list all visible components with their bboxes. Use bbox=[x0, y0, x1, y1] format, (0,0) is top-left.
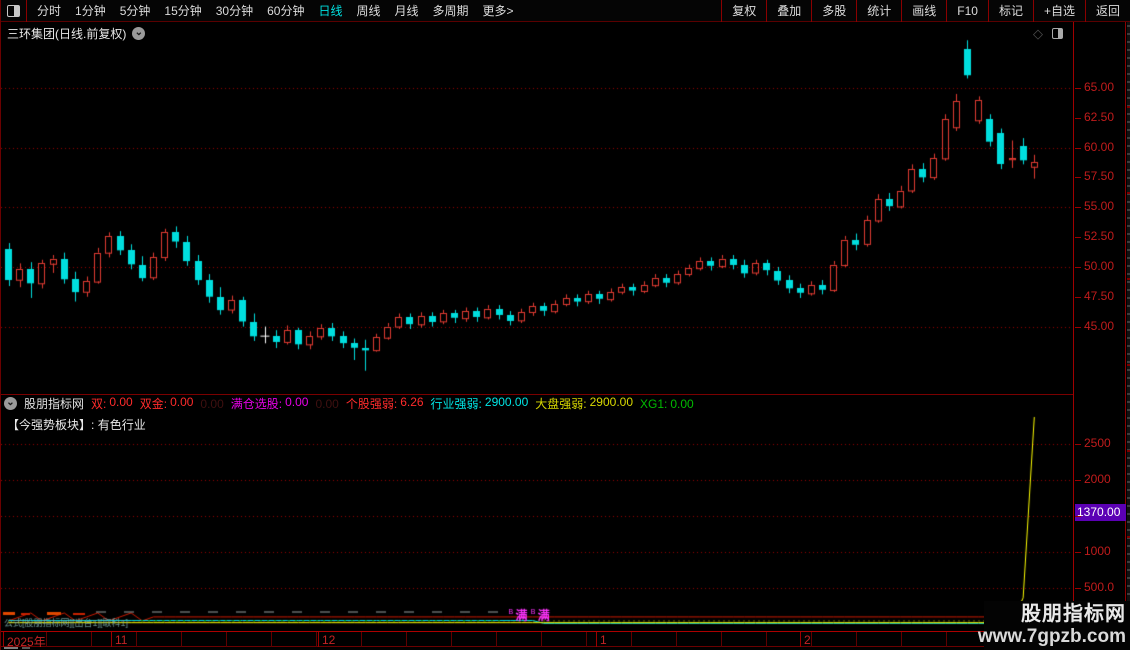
price-axis-label-3: 57.50 bbox=[1084, 169, 1115, 184]
ind-axis-label-2: 1000 bbox=[1084, 543, 1111, 558]
panel-separator bbox=[1, 394, 1126, 395]
toolbar-item-0[interactable]: 分时 bbox=[37, 4, 62, 18]
price-axis-label-0: 65.00 bbox=[1084, 80, 1115, 94]
toolbar-item-10[interactable]: 更多> bbox=[482, 4, 514, 18]
indicator-field-1: 双金: 0.00 bbox=[139, 395, 194, 411]
time-label-1: 11 bbox=[115, 633, 128, 647]
toolbar-tool-7[interactable]: +自选 bbox=[1032, 0, 1085, 22]
hot-sector-row: 【今强势板块】: 有色行业 bbox=[7, 416, 146, 433]
indicator-field-4: 0.00 bbox=[315, 396, 339, 411]
indicator-field-2: 0.00 bbox=[200, 396, 224, 411]
price-axis-label-8: 45.00 bbox=[1084, 318, 1115, 333]
toolbar-item-1[interactable]: 1分钟 bbox=[75, 4, 106, 18]
toolbar-item-3[interactable]: 15分钟 bbox=[164, 4, 202, 18]
strength-indicator-chart[interactable] bbox=[1, 410, 1073, 631]
watermark-url: www.7gpzb.com bbox=[977, 626, 1126, 647]
chevron-down-icon[interactable]: ⌄ bbox=[4, 397, 17, 410]
toolbar-item-8[interactable]: 月线 bbox=[394, 4, 419, 18]
time-label-4: 2 bbox=[804, 633, 811, 647]
toolbar-item-5[interactable]: 60分钟 bbox=[267, 4, 305, 18]
watermark-site-name: 股朋指标网 bbox=[1021, 603, 1126, 625]
window-layout-icon[interactable] bbox=[1, 0, 27, 22]
top-toolbar: 分时 1分钟 5分钟 15分钟 30分钟 60分钟 日线 周线 月线 多周期 更多> 复权 叠加 多股统… bbox=[1, 0, 1130, 22]
indicator-field-6: 行业强弱: 2900.00 bbox=[430, 395, 529, 411]
toolbar-tool-2[interactable]: 多股 bbox=[811, 0, 856, 22]
tool-menu: 复权 叠加 多股 统计 画线 F10 标记 +自选 返回 bbox=[721, 0, 1130, 22]
ind-axis-label-3: 500.0 bbox=[1084, 579, 1115, 594]
chevron-down-icon[interactable]: ⌄ bbox=[132, 27, 146, 40]
time-axis: 2025年 11 12 1 2 bbox=[1, 631, 1126, 649]
ind-axis-label-1: 2000 bbox=[1084, 471, 1111, 486]
toolbar-tool-6[interactable]: 标记 bbox=[987, 0, 1033, 22]
price-axis-label-1: 62.50 bbox=[1084, 109, 1115, 124]
bottom-status-strip bbox=[1, 647, 1130, 650]
current-value-tag: 1370.00 bbox=[1075, 504, 1126, 521]
time-label-0: 2025年 bbox=[7, 635, 46, 649]
price-axis-label-4: 55.00 bbox=[1084, 199, 1115, 214]
indicator-header: ⌄ 股朋指标网 双: 0.00 双金: 0.00 0.00 满仓选股: 0.00 0.00 个股… bbox=[4, 395, 694, 411]
toolbar-item-9[interactable]: 多周期 bbox=[432, 4, 469, 18]
toolbar-item-4[interactable]: 30分钟 bbox=[215, 4, 254, 18]
site-watermark: 股朋指标网 www.7gpzb.com bbox=[978, 601, 1130, 650]
ind-axis-label-0: 2500 bbox=[1084, 436, 1111, 450]
toolbar-tool-1[interactable]: 叠加 bbox=[766, 0, 811, 22]
hot-sector-value: 有色行业 bbox=[97, 418, 146, 432]
indicator-field-0: 双: 0.00 bbox=[91, 395, 133, 411]
indicator-field-7: 大盘强弱: 2900.00 bbox=[535, 395, 634, 411]
toolbar-tool-0[interactable]: 复权 bbox=[721, 0, 766, 22]
price-candlestick-chart[interactable] bbox=[1, 22, 1073, 394]
toolbar-tool-5[interactable]: F10 bbox=[946, 0, 988, 22]
toolbar-tool-3[interactable]: 统计 bbox=[856, 0, 901, 22]
split-pane-icon[interactable] bbox=[1052, 28, 1063, 39]
indicator-source-label: 股朋指标网 bbox=[24, 397, 85, 411]
toolbar-item-2[interactable]: 5分钟 bbox=[119, 4, 151, 18]
price-axis-label-5: 52.50 bbox=[1084, 229, 1115, 244]
indicator-field-3: 满仓选股: 0.00 bbox=[230, 395, 309, 411]
price-axis-label-2: 60.00 bbox=[1084, 139, 1115, 154]
toolbar-tool-4[interactable]: 画线 bbox=[901, 0, 946, 22]
price-axis-label-6: 50.00 bbox=[1084, 258, 1115, 273]
indicator-field-8: XG1: 0.00 bbox=[640, 396, 694, 411]
right-axis-column: 1370.00 65.00 62.50 60.00 57.50 55.00 52.50 50… bbox=[1073, 22, 1126, 631]
period-menu: 分时 1分钟 5分钟 15分钟 30分钟 60分钟 日线 周线 月线 多周期 更多> bbox=[27, 2, 514, 19]
toolbar-item-7[interactable]: 周线 bbox=[356, 4, 381, 18]
time-label-2: 12 bbox=[322, 633, 336, 647]
right-sidebar-strip[interactable] bbox=[1127, 22, 1130, 631]
toolbar-item-6[interactable]: 日线 bbox=[318, 4, 343, 18]
hot-sector-label: 【今强势板块】: bbox=[7, 418, 95, 432]
chart-title[interactable]: 三环集团(日线.前复权) bbox=[7, 27, 127, 41]
price-axis-label-7: 47.50 bbox=[1084, 288, 1115, 303]
time-label-3: 1 bbox=[600, 633, 607, 647]
toolbar-tool-8[interactable]: 返回 bbox=[1084, 0, 1130, 22]
indicator-field-5: 个股强弱: 6.26 bbox=[345, 395, 424, 411]
diamond-icon[interactable]: ◇ bbox=[1033, 26, 1043, 41]
